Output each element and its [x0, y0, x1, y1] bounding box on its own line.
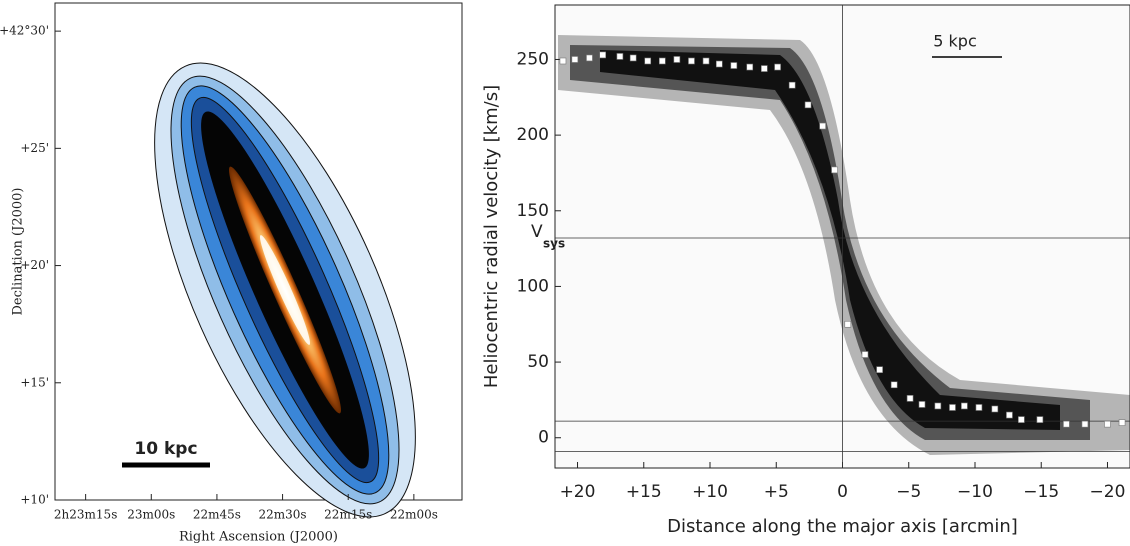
x-tick-label: 23m00s: [127, 508, 175, 522]
rotation-point: [559, 57, 567, 65]
rotation-point: [1063, 420, 1070, 428]
rotation-point: [659, 57, 666, 65]
y-tick-label: 200: [517, 125, 549, 145]
x-tick-label: 2h23m15s: [54, 508, 117, 522]
galaxy-image: [154, 62, 416, 518]
x-tick-label: +10: [692, 482, 728, 502]
x-axis-title: Distance along the major axis [arcmin]: [667, 516, 1018, 537]
rotation-point: [934, 402, 942, 410]
rotation-point: [702, 57, 710, 65]
y-tick-label: +25': [20, 141, 49, 155]
scale-bar-label: 10 kpc: [134, 439, 197, 459]
scale-bar-label: 5 kpc: [933, 32, 976, 51]
y-axis-title: Declination (J2000): [11, 188, 26, 316]
rotation-point: [819, 122, 826, 130]
y-tick-label: 0: [538, 428, 549, 448]
y-tick-label: +15': [20, 375, 49, 389]
rotation-point: [1118, 419, 1126, 426]
rotation-point: [876, 366, 883, 373]
y-tick-label: +10': [20, 493, 49, 507]
rotation-point: [1018, 416, 1025, 423]
y-tick-label: +20': [20, 258, 49, 272]
x-tick-label: 0: [837, 482, 848, 502]
x-tick-label: −15: [1023, 482, 1059, 502]
rotation-point: [831, 166, 838, 174]
rotation-point: [1006, 411, 1013, 419]
rotation-point: [774, 63, 781, 71]
x-tick-label: −5: [896, 482, 921, 502]
x-tick-label: +20: [560, 482, 596, 502]
y-tick-label: 100: [517, 276, 549, 296]
rotation-point: [975, 404, 983, 411]
rotation-point: [844, 320, 852, 328]
x-tick-label: +5: [764, 482, 789, 502]
vsys-label: V: [531, 222, 543, 242]
rotation-point: [644, 57, 652, 65]
rotation-point: [616, 53, 624, 60]
y-tick-label: +42°30': [0, 24, 49, 38]
rotation-point: [918, 401, 926, 408]
rotation-point: [1036, 416, 1044, 423]
rotation-point: [629, 54, 637, 62]
rotation-point: [571, 56, 579, 63]
rotation-point: [688, 57, 695, 65]
rotation-point: [804, 101, 812, 109]
rotation-point: [788, 81, 796, 89]
x-tick-label: −10: [957, 482, 993, 502]
rotation-point: [961, 402, 968, 410]
pv-emission: [558, 35, 1130, 455]
rotation-point: [861, 351, 869, 358]
y-tick-label: 150: [517, 201, 549, 221]
rotation-point: [746, 63, 754, 71]
vsys-label-sub: sys: [543, 237, 565, 251]
rotation-point: [599, 51, 606, 59]
rotation-point: [890, 381, 898, 389]
x-axis-title: Right Ascension (J2000): [179, 530, 338, 545]
rotation-point: [586, 54, 593, 62]
x-tick-label: +15: [626, 482, 662, 502]
x-tick-label: −20: [1090, 482, 1126, 502]
x-tick-label: 22m15s: [324, 508, 372, 522]
y-tick-label: 250: [517, 49, 549, 69]
rotation-point: [1081, 420, 1089, 428]
rotation-point: [715, 60, 723, 68]
rotation-point: [991, 405, 999, 413]
y-tick-label: 50: [527, 352, 549, 372]
x-tick-label: 22m30s: [259, 508, 307, 522]
y-axis-title: Heliocentric radial velocity [km/s]: [481, 85, 502, 388]
rotation-point: [673, 56, 681, 63]
rotation-point: [906, 395, 914, 402]
x-tick-label: 22m45s: [193, 508, 241, 522]
rotation-point: [1104, 420, 1111, 428]
rotation-point: [949, 404, 956, 411]
rotation-point: [761, 65, 768, 72]
rotation-point: [730, 62, 738, 69]
x-tick-label: 22m00s: [390, 508, 438, 522]
